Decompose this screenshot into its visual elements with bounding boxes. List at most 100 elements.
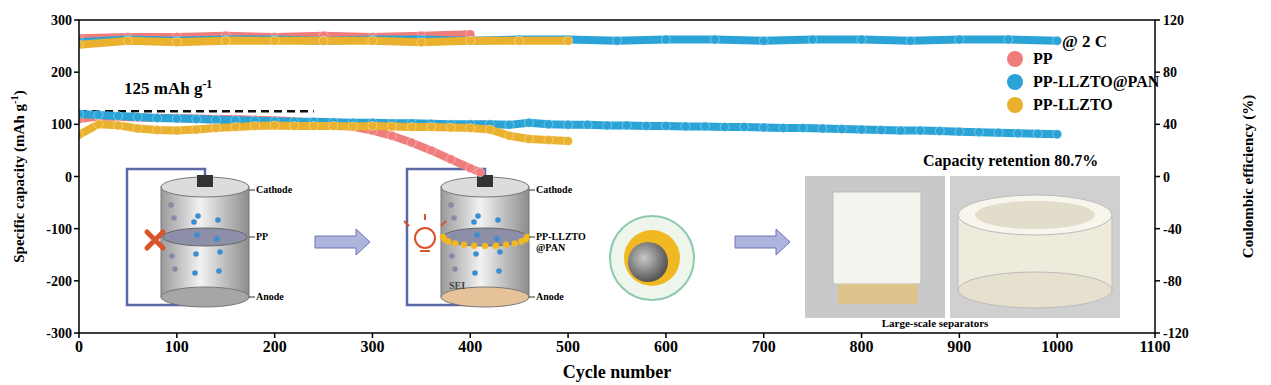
data-point (1033, 129, 1042, 138)
leader (249, 297, 255, 298)
data-point (1004, 35, 1013, 44)
data-point (466, 36, 475, 45)
data-point (642, 121, 651, 130)
data-point (211, 123, 220, 132)
y2-tick-label: 0 (1163, 170, 1170, 185)
cell-body (161, 187, 249, 297)
coating-particle (461, 242, 467, 248)
diagram-label: Anode (536, 291, 564, 302)
x-axis-label: Cycle number (563, 362, 671, 382)
cell-body (441, 187, 529, 297)
data-point (661, 121, 670, 130)
y-tick-label: 200 (51, 65, 72, 80)
data-point (407, 122, 416, 131)
data-point (329, 121, 338, 130)
legend: PPPP-LLZTO@PANPP-LLZTO (1007, 50, 1160, 113)
data-point (446, 123, 455, 132)
data-point (309, 121, 318, 130)
data-point (544, 120, 553, 129)
chart: CathodePPAnodeCathodePP-LLZTO@PANAnodeSE… (0, 0, 1271, 385)
x-tick-label: 400 (458, 338, 482, 355)
ion (475, 213, 481, 219)
y-tick (74, 228, 79, 230)
data-point (1014, 129, 1023, 138)
data-point (270, 121, 279, 130)
data-point (446, 155, 455, 164)
y2-tick-label: -80 (1163, 274, 1182, 289)
y-tick-label: -100 (46, 222, 72, 237)
ion (216, 268, 222, 274)
diagram-label: PP (256, 231, 268, 242)
ion (214, 236, 220, 242)
data-point (906, 36, 915, 45)
y-tick-label: 100 (51, 117, 72, 132)
x-tick-label: 100 (165, 338, 189, 355)
ion (169, 253, 175, 259)
series (79, 35, 1062, 47)
data-point (192, 125, 201, 134)
coating-particle (471, 242, 477, 248)
ion (192, 270, 198, 276)
data-point (994, 128, 1003, 137)
leader (529, 297, 535, 298)
data-point (1053, 36, 1062, 45)
data-point (701, 122, 710, 131)
y-tick (74, 71, 79, 73)
x-tick-label: 600 (654, 338, 678, 355)
data-point (544, 135, 553, 144)
x-tick-label: 200 (263, 338, 287, 355)
leader (249, 190, 255, 191)
plot-data (79, 30, 1062, 177)
y2-tick (1155, 19, 1160, 21)
data-point (564, 36, 573, 45)
data-point (368, 36, 377, 45)
ion (215, 217, 221, 223)
data-point (476, 168, 485, 177)
data-point (808, 35, 817, 44)
data-point (564, 137, 573, 146)
y-tick-label: -300 (46, 326, 72, 341)
terminal (197, 175, 213, 187)
diagram-label: PP-LLZTO (536, 231, 586, 242)
particle-core (628, 242, 668, 282)
ion (194, 232, 200, 238)
text-part: 125 mAh g (124, 79, 203, 98)
data-point (133, 124, 142, 133)
data-point (417, 38, 426, 47)
data-point (485, 125, 494, 134)
data-point (466, 36, 475, 45)
y-tick (74, 19, 79, 21)
text-part: ) (11, 90, 28, 95)
ion (472, 270, 478, 276)
data-point (221, 36, 230, 45)
data-point (505, 131, 514, 140)
separator-sheet (838, 284, 918, 304)
ion (471, 219, 477, 225)
y-tick (74, 332, 79, 334)
bulb-icon (404, 214, 446, 251)
data-point (319, 36, 328, 45)
legend-label: PP (1033, 50, 1053, 67)
coating-particle (445, 238, 451, 244)
data-point (759, 123, 768, 132)
text-part: Specific capacity (mAh g (11, 104, 28, 263)
leader (249, 237, 255, 238)
coating-particle (503, 242, 509, 248)
superscript: -1 (9, 95, 20, 104)
data-point (172, 38, 181, 47)
data-point (661, 35, 670, 44)
x-tick-label: 800 (850, 338, 874, 355)
y-tick (74, 280, 79, 282)
data-point (427, 122, 436, 131)
data-point (231, 122, 240, 131)
ion (496, 268, 502, 274)
annotations: 125 mAh g-1@ 2 CCapacity retention 80.7% (124, 32, 1107, 170)
y-tick-label: 300 (51, 13, 72, 28)
data-point (837, 125, 846, 134)
data-point (603, 121, 612, 130)
page: {"chart_data": { "type": "line", "x_labe… (0, 0, 1271, 385)
photo (805, 176, 945, 318)
separator-roll (958, 272, 1112, 308)
data-point (172, 114, 181, 123)
coating-particle (482, 243, 488, 249)
